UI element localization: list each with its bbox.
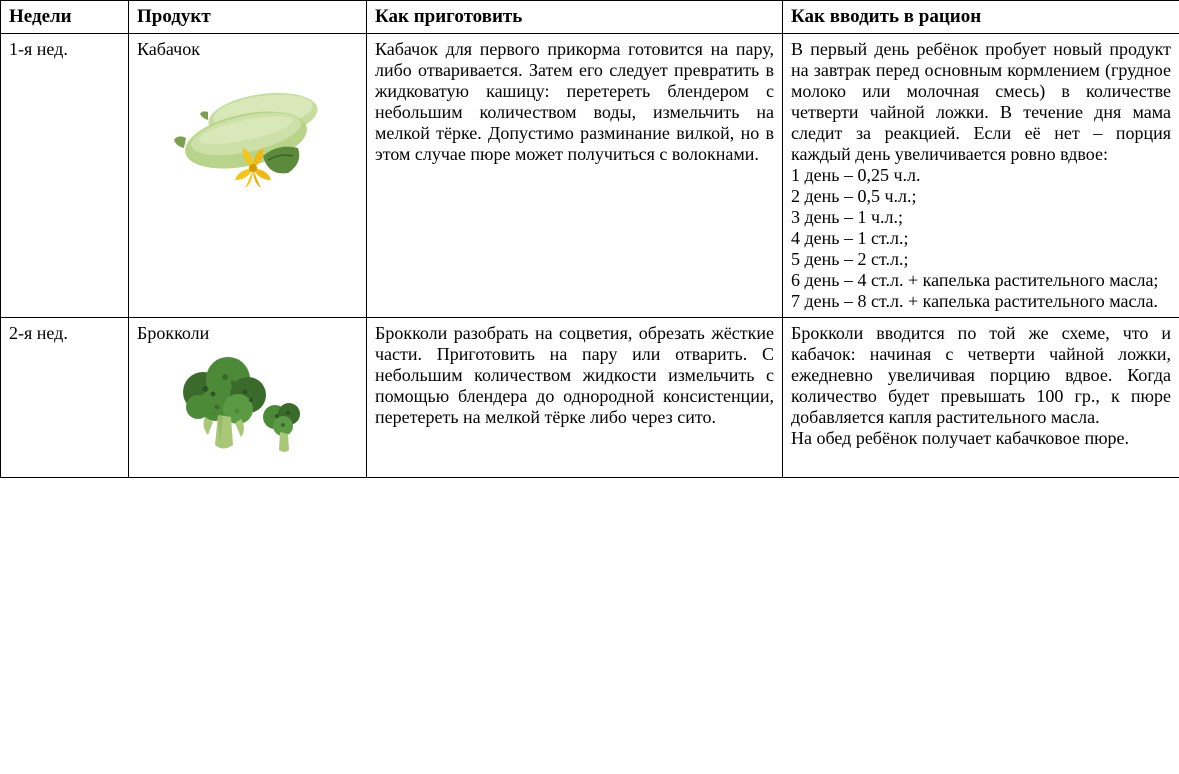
- zucchini-icon: [168, 68, 328, 198]
- product-name: Брокколи: [137, 323, 358, 344]
- feeding-schedule-table: Недели Продукт Как приготовить Как вводи…: [0, 0, 1179, 478]
- product-name: Кабачок: [137, 39, 358, 60]
- cell-intro: Брокколи вводится по той же схеме, что и…: [783, 318, 1179, 478]
- cell-week: 2-я нед.: [1, 318, 129, 478]
- broccoli-icon: [173, 352, 323, 472]
- table-row: 1-я нед. Кабачок: [1, 34, 1179, 318]
- schedule-line: 5 день – 2 ст.л.;: [791, 249, 1171, 270]
- col-header-week: Недели: [1, 1, 129, 34]
- schedule-line: 7 день – 8 ст.л. + капелька растительног…: [791, 291, 1171, 312]
- schedule-line: 4 день – 1 ст.л.;: [791, 228, 1171, 249]
- col-header-intro: Как вводить в рацион: [783, 1, 1179, 34]
- table-header-row: Недели Продукт Как приготовить Как вводи…: [1, 1, 1179, 34]
- cell-week: 1-я нед.: [1, 34, 129, 318]
- schedule-line: 2 день – 0,5 ч.л.;: [791, 186, 1171, 207]
- intro-lead-text: В первый день ребёнок пробует новый прод…: [791, 39, 1171, 165]
- schedule-line: 6 день – 4 ст.л. + капелька растительног…: [791, 270, 1171, 291]
- table-row: 2-я нед. Брокколи: [1, 318, 1179, 478]
- schedule-line: 1 день – 0,25 ч.л.: [791, 165, 1171, 186]
- col-header-product: Продукт: [129, 1, 367, 34]
- cell-product: Брокколи: [129, 318, 367, 478]
- schedule-line: 3 день – 1 ч.л.;: [791, 207, 1171, 228]
- cell-intro: В первый день ребёнок пробует новый прод…: [783, 34, 1179, 318]
- col-header-prepare: Как приготовить: [367, 1, 783, 34]
- intro-lead-text: Брокколи вводится по той же схеме, что и…: [791, 323, 1171, 428]
- intro-tail-text: На обед ребёнок получает кабачковое пюре…: [791, 428, 1171, 449]
- cell-prepare: Брокколи разобрать на соцветия, обрезать…: [367, 318, 783, 478]
- cell-prepare: Кабачок для первого прикорма готовится н…: [367, 34, 783, 318]
- cell-product: Кабачок: [129, 34, 367, 318]
